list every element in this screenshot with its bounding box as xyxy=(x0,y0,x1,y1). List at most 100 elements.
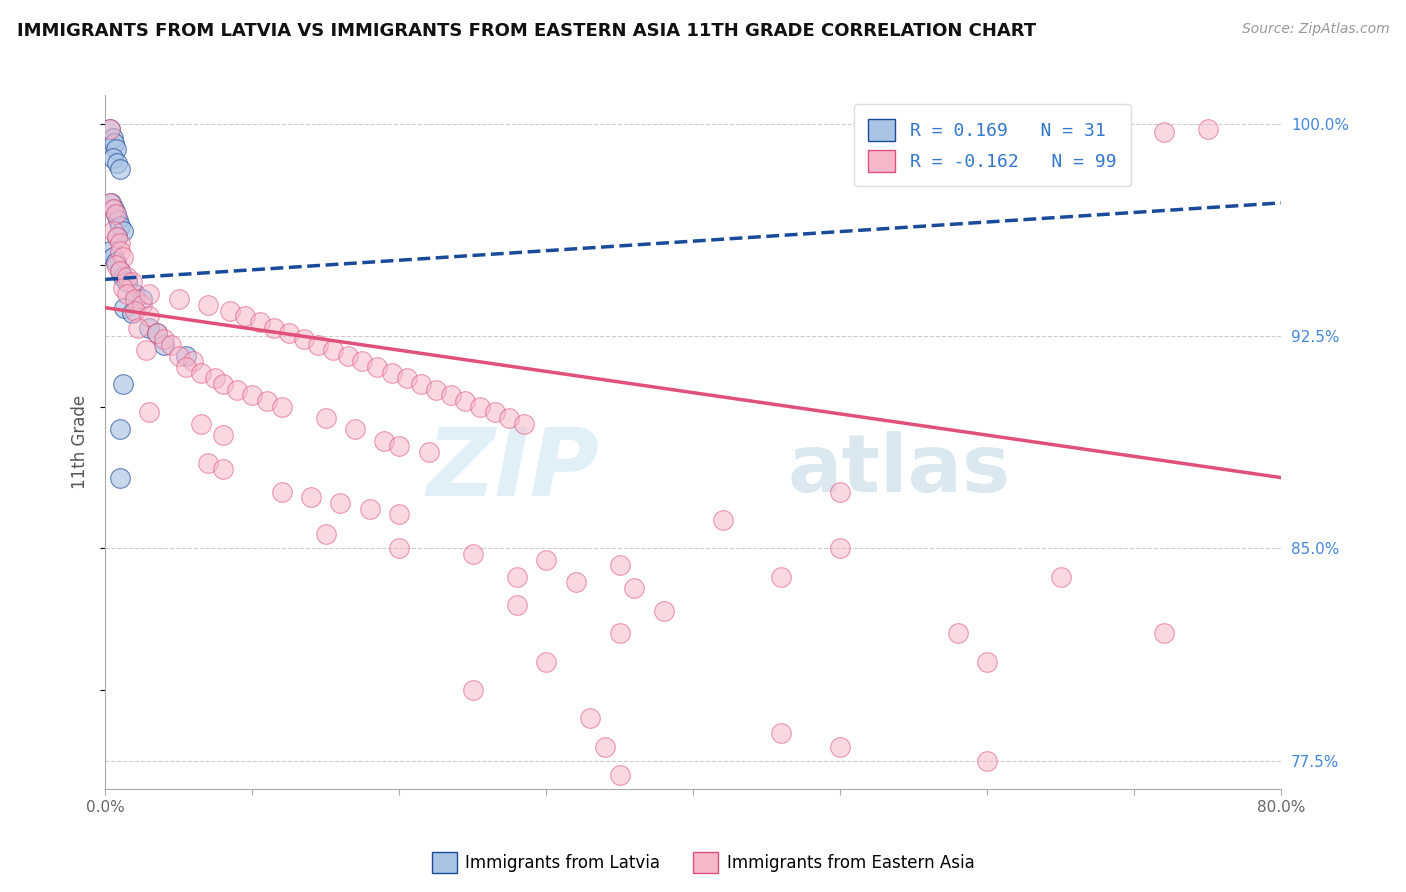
Text: IMMIGRANTS FROM LATVIA VS IMMIGRANTS FROM EASTERN ASIA 11TH GRADE CORRELATION CH: IMMIGRANTS FROM LATVIA VS IMMIGRANTS FRO… xyxy=(17,22,1036,40)
Point xyxy=(101,250,124,264)
Point xyxy=(108,470,131,484)
Point xyxy=(105,230,128,244)
Point xyxy=(107,213,129,227)
Point xyxy=(145,326,167,341)
Point xyxy=(498,411,520,425)
Point xyxy=(167,292,190,306)
Point xyxy=(131,292,153,306)
Point xyxy=(388,508,411,522)
Point xyxy=(976,655,998,669)
Point xyxy=(145,326,167,341)
Point xyxy=(329,496,352,510)
Point xyxy=(124,292,146,306)
Point xyxy=(153,337,176,351)
Point xyxy=(103,136,125,151)
Point xyxy=(270,484,292,499)
Point xyxy=(111,377,134,392)
Point xyxy=(513,417,536,431)
Point xyxy=(263,320,285,334)
Point xyxy=(167,349,190,363)
Point xyxy=(174,360,197,375)
Legend: Immigrants from Latvia, Immigrants from Eastern Asia: Immigrants from Latvia, Immigrants from … xyxy=(425,846,981,880)
Point xyxy=(111,224,134,238)
Point xyxy=(101,130,124,145)
Point xyxy=(103,202,125,216)
Point xyxy=(104,258,127,272)
Point xyxy=(976,754,998,768)
Point xyxy=(770,570,793,584)
Point xyxy=(117,275,139,289)
Point xyxy=(160,337,183,351)
Point xyxy=(108,422,131,436)
Point xyxy=(101,151,124,165)
Point xyxy=(652,604,675,618)
Point xyxy=(138,309,160,323)
Point xyxy=(101,224,124,238)
Point xyxy=(153,332,176,346)
Point xyxy=(183,354,205,368)
Point xyxy=(124,286,146,301)
Point xyxy=(887,797,910,811)
Point xyxy=(127,320,149,334)
Point xyxy=(299,491,322,505)
Point xyxy=(108,161,131,176)
Point xyxy=(98,195,121,210)
Point xyxy=(197,298,219,312)
Point xyxy=(609,626,631,640)
Point xyxy=(111,281,134,295)
Point xyxy=(770,725,793,739)
Point xyxy=(830,739,852,754)
Y-axis label: 11th Grade: 11th Grade xyxy=(72,395,89,490)
Point xyxy=(307,337,329,351)
Point xyxy=(124,303,146,318)
Point xyxy=(1197,122,1219,136)
Point xyxy=(174,349,197,363)
Point xyxy=(138,405,160,419)
Point xyxy=(117,269,139,284)
Point xyxy=(98,122,121,136)
Point xyxy=(388,541,411,556)
Point xyxy=(211,462,233,476)
Point xyxy=(98,122,121,136)
Point xyxy=(249,315,271,329)
Point xyxy=(105,156,128,170)
Point xyxy=(418,445,440,459)
Point xyxy=(315,411,337,425)
Point xyxy=(108,264,131,278)
Point xyxy=(395,371,418,385)
Point xyxy=(190,417,212,431)
Point xyxy=(381,366,404,380)
Point xyxy=(352,354,374,368)
Point xyxy=(138,320,160,334)
Text: ZIP: ZIP xyxy=(426,424,599,516)
Point xyxy=(104,142,127,156)
Point xyxy=(135,343,157,358)
Point xyxy=(344,422,367,436)
Point xyxy=(411,377,433,392)
Point xyxy=(609,768,631,782)
Point xyxy=(105,230,128,244)
Point xyxy=(292,332,315,346)
Text: atlas: atlas xyxy=(787,431,1011,509)
Point xyxy=(1153,125,1175,139)
Point xyxy=(534,553,557,567)
Text: Source: ZipAtlas.com: Source: ZipAtlas.com xyxy=(1241,22,1389,37)
Point xyxy=(240,388,263,402)
Point xyxy=(197,457,219,471)
Point xyxy=(468,400,491,414)
Point xyxy=(112,301,135,315)
Point xyxy=(711,513,734,527)
Point xyxy=(219,303,242,318)
Point xyxy=(461,683,484,698)
Point xyxy=(461,547,484,561)
Point xyxy=(322,343,344,358)
Point xyxy=(104,207,127,221)
Point xyxy=(830,484,852,499)
Point xyxy=(506,598,529,612)
Point xyxy=(1049,570,1071,584)
Point xyxy=(131,298,153,312)
Point xyxy=(278,326,301,341)
Point xyxy=(579,711,602,725)
Point xyxy=(564,575,586,590)
Point xyxy=(226,383,249,397)
